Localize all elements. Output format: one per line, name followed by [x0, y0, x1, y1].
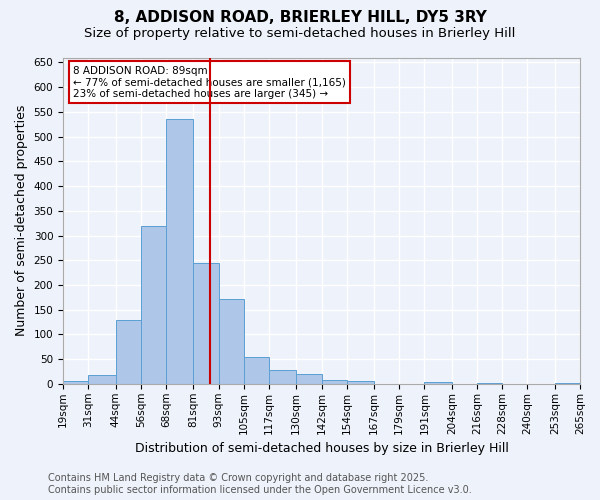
Bar — [193, 262, 218, 384]
Bar — [218, 299, 244, 384]
Bar — [88, 375, 116, 384]
Bar — [244, 356, 269, 384]
Bar — [424, 382, 452, 384]
Bar — [477, 383, 502, 384]
Bar — [347, 382, 374, 384]
Bar — [63, 382, 88, 384]
Bar — [269, 370, 296, 384]
Y-axis label: Number of semi-detached properties: Number of semi-detached properties — [15, 105, 28, 336]
Text: 8, ADDISON ROAD, BRIERLEY HILL, DY5 3RY: 8, ADDISON ROAD, BRIERLEY HILL, DY5 3RY — [113, 10, 487, 25]
Bar — [322, 380, 347, 384]
Text: Size of property relative to semi-detached houses in Brierley Hill: Size of property relative to semi-detach… — [85, 28, 515, 40]
Bar — [116, 320, 141, 384]
Bar — [166, 120, 193, 384]
Bar — [141, 226, 166, 384]
Text: 8 ADDISON ROAD: 89sqm
← 77% of semi-detached houses are smaller (1,165)
23% of s: 8 ADDISON ROAD: 89sqm ← 77% of semi-deta… — [73, 66, 346, 99]
Text: Contains HM Land Registry data © Crown copyright and database right 2025.
Contai: Contains HM Land Registry data © Crown c… — [48, 474, 472, 495]
Bar — [296, 374, 322, 384]
X-axis label: Distribution of semi-detached houses by size in Brierley Hill: Distribution of semi-detached houses by … — [134, 442, 508, 455]
